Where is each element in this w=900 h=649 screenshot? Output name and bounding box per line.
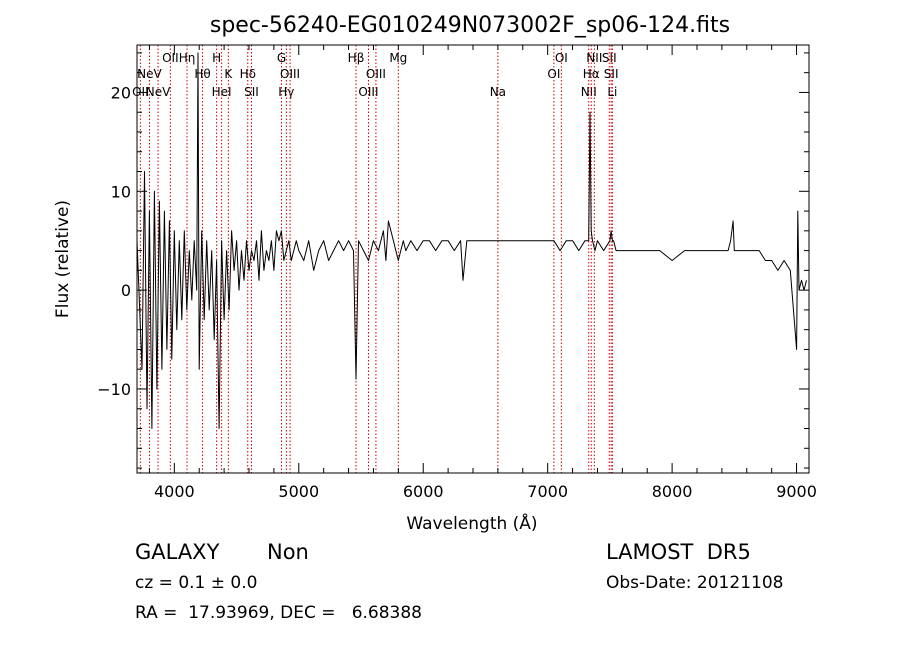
x-tick-label-3: 7000: [527, 482, 568, 501]
y-axis-label: Flux (relative): [53, 200, 73, 318]
marker-label-2: NeV: [146, 85, 171, 99]
coordinates: RA = 17.93969, DEC = 6.68388: [135, 603, 422, 623]
marker-label-23: NII: [586, 51, 602, 65]
marker-label-11: G: [277, 51, 286, 65]
marker-label-9: Hδ: [240, 67, 256, 81]
y-axis: −10 0 10 20: [97, 52, 809, 469]
marker-label-12: Hγ: [278, 85, 294, 99]
marker-label-17: Mg: [389, 51, 407, 65]
x-axis-label: Wavelength (Å): [406, 512, 537, 534]
y-tick-label-3: 20: [111, 83, 131, 102]
chart-title: spec-56240-EG010249N073002F_sp06-124.fit…: [210, 13, 730, 38]
spectrum-line: [136, 52, 807, 429]
marker-label-22: Hα: [583, 67, 600, 81]
x-axis: 4000 5000 6000 7000 8000 9000: [148, 45, 817, 501]
marker-label-7: HeI: [212, 85, 232, 99]
marker-label-21: NII: [581, 85, 597, 99]
marker-label-25: SII: [604, 67, 619, 81]
marker-label-8: K: [224, 67, 233, 81]
marker-label-6: H: [212, 51, 221, 65]
marker-label-3: OII: [162, 51, 179, 65]
y-tick-label-1: 0: [121, 281, 131, 300]
marker-label-10: SII: [244, 85, 259, 99]
y-tick-label-2: 10: [111, 182, 131, 201]
marker-label-20: OI: [555, 51, 568, 65]
spectrum-series: [136, 52, 807, 429]
marker-label-4: Hη: [179, 51, 196, 65]
marker-label-24: SII: [602, 51, 617, 65]
marker-label-14: Hβ: [348, 51, 365, 65]
x-tick-label-5: 9000: [776, 482, 817, 501]
object-class: GALAXY: [135, 540, 220, 564]
marker-label-26: Li: [607, 85, 617, 99]
marker-label-1: NeV: [137, 67, 162, 81]
y-tick-label-0: −10: [97, 380, 131, 399]
marker-label-19: OI: [547, 67, 560, 81]
x-tick-label-2: 6000: [403, 482, 444, 501]
marker-label-13: OIII: [280, 67, 300, 81]
x-tick-label-4: 8000: [652, 482, 693, 501]
object-subclass: Non: [267, 540, 309, 564]
redshift-value: cz = 0.1 ± 0.0: [135, 573, 258, 593]
x-tick-label-1: 5000: [278, 482, 319, 501]
marker-label-18: Na: [490, 85, 506, 99]
survey-name: LAMOST DR5: [606, 540, 751, 564]
marker-label-16: OIII: [366, 67, 386, 81]
marker-label-15: OIII: [358, 85, 378, 99]
observation-date: Obs-Date: 20121108: [606, 573, 784, 593]
x-tick-label-0: 4000: [154, 482, 195, 501]
marker-label-5: Hθ: [194, 67, 210, 81]
